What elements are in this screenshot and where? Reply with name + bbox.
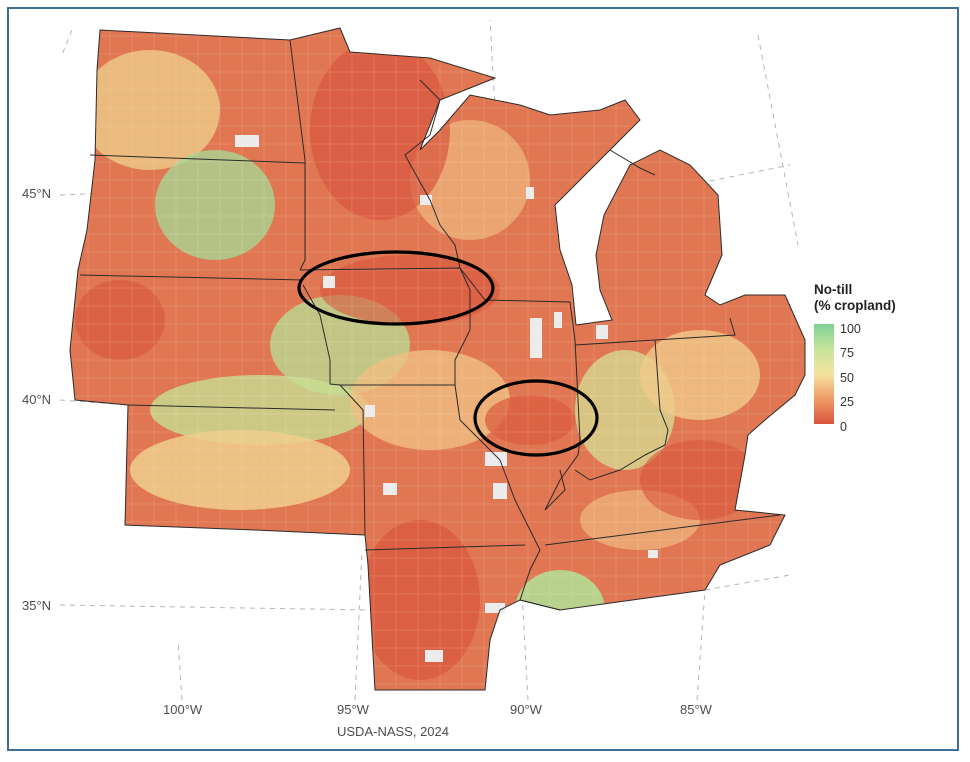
- meridian-80w: [757, 34, 799, 246]
- meridian-100w: [177, 639, 183, 701]
- lat-label-40n: 40°N: [22, 392, 51, 407]
- legend-colorbar: [814, 324, 834, 424]
- graticule-line-top: [61, 29, 73, 56]
- state-boundaries: [69, 27, 806, 691]
- ellipse-southern-minnesota-northern-iowa: [297, 250, 495, 326]
- no-data-counties: [235, 135, 658, 662]
- lon-label-95w: 95°W: [337, 702, 370, 717]
- legend-tick-50: 50: [840, 371, 854, 385]
- parallel-40n-left: [59, 399, 129, 406]
- lat-label-45n: 45°N: [22, 186, 51, 201]
- parallel-45n-right: [689, 164, 791, 186]
- parallel-35n-left: [59, 604, 371, 611]
- lon-label-85w: 85°W: [680, 702, 713, 717]
- legend-tick-75: 75: [840, 346, 854, 360]
- legend-tick-100: 100: [840, 322, 861, 336]
- meridian-95w: [354, 549, 363, 701]
- lon-label-90w: 90°W: [510, 702, 543, 717]
- meridian-85w: [696, 589, 706, 701]
- lat-label-35n: 35°N: [22, 598, 51, 613]
- legend-title-line1: No-till: [814, 282, 853, 297]
- parallel-35n-right: [704, 574, 791, 591]
- legend-title: No-till (% cropland): [814, 282, 896, 314]
- lon-label-100w: 100°W: [163, 702, 203, 717]
- legend-title-line2: (% cropland): [814, 298, 896, 313]
- source-caption: USDA-NASS, 2024: [337, 724, 449, 739]
- legend-tick-0: 0: [840, 420, 847, 434]
- legend: No-till (% cropland) 100 75 50 25 0: [814, 282, 896, 434]
- legend-tick-25: 25: [840, 395, 854, 409]
- ellipse-central-illinois: [473, 379, 599, 457]
